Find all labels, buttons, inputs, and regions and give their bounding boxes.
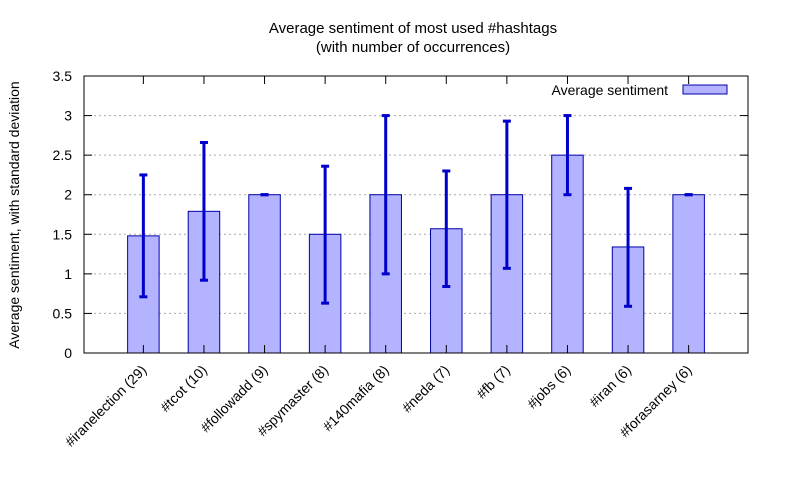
bar bbox=[248, 194, 281, 354]
y-tick-label: 0.5 bbox=[53, 305, 73, 321]
x-tick-label: #neda (7) bbox=[399, 362, 453, 416]
chart-subtitle: (with number of occurrences) bbox=[316, 39, 510, 56]
y-tick-label: 1 bbox=[64, 266, 72, 282]
legend-label: Average sentiment bbox=[552, 82, 669, 98]
bars bbox=[127, 154, 705, 354]
x-tick-label: #iran (6) bbox=[586, 362, 634, 410]
chart-title: Average sentiment of most used #hashtags bbox=[269, 20, 557, 37]
legend-swatch bbox=[682, 84, 728, 95]
x-tick-label: #tcot (10) bbox=[157, 362, 210, 415]
y-tick-label: 2 bbox=[64, 187, 72, 203]
y-tick-label: 3 bbox=[64, 108, 72, 124]
y-tick-label: 0 bbox=[64, 345, 72, 361]
grid-lines bbox=[84, 115, 748, 314]
error-bars bbox=[139, 114, 693, 308]
y-axis-ticks: 0 0.5 1 1.5 2 2.5 3 3.5 bbox=[53, 68, 748, 361]
x-tick-label: #fb (7) bbox=[473, 362, 513, 402]
x-tick-label: #iranelection (29) bbox=[62, 362, 150, 450]
y-tick-label: 1.5 bbox=[53, 226, 73, 242]
legend: Average sentiment bbox=[552, 82, 728, 98]
bar bbox=[672, 194, 705, 354]
x-tick-label: #jobs (6) bbox=[524, 362, 574, 412]
y-tick-label: 3.5 bbox=[53, 68, 73, 84]
plot-frame bbox=[83, 75, 749, 354]
y-tick-label: 2.5 bbox=[53, 147, 73, 163]
y-axis-label: Average sentiment, with standard deviati… bbox=[6, 81, 22, 348]
